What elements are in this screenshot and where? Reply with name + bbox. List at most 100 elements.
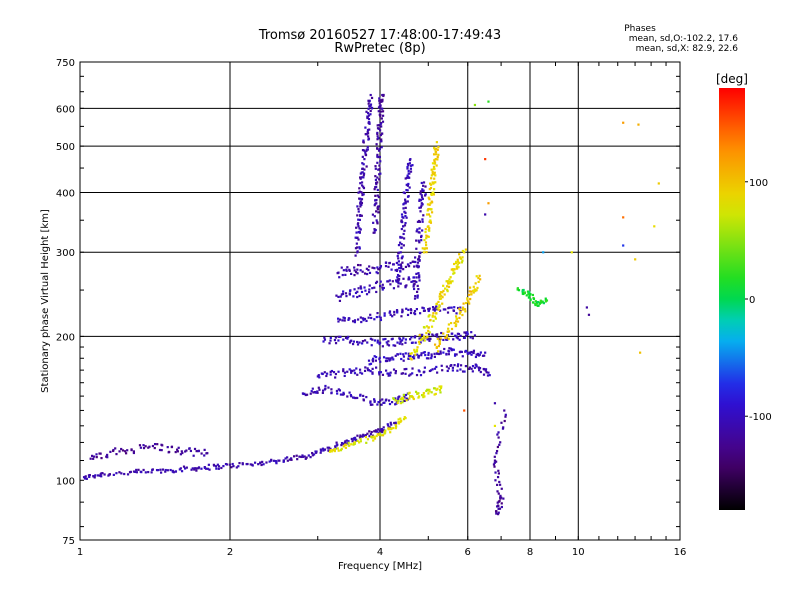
data-point bbox=[362, 319, 365, 322]
data-point bbox=[374, 167, 377, 170]
data-point bbox=[424, 247, 427, 250]
data-point bbox=[360, 191, 364, 194]
data-point bbox=[257, 463, 260, 466]
data-point bbox=[352, 295, 355, 298]
data-point bbox=[359, 182, 362, 185]
data-point bbox=[337, 449, 340, 452]
data-point bbox=[500, 496, 503, 499]
data-point bbox=[95, 456, 98, 459]
data-point bbox=[364, 126, 367, 129]
data-point bbox=[405, 216, 408, 219]
data-point bbox=[366, 116, 369, 120]
data-point bbox=[348, 368, 351, 371]
data-point bbox=[161, 444, 164, 447]
data-point bbox=[356, 268, 359, 271]
data-point bbox=[394, 354, 397, 357]
data-point bbox=[404, 177, 407, 180]
data-point bbox=[321, 447, 325, 450]
data-point bbox=[446, 285, 449, 288]
data-point bbox=[375, 202, 378, 205]
data-point bbox=[379, 429, 382, 432]
data-point bbox=[350, 395, 353, 398]
data-point bbox=[212, 463, 215, 466]
data-point bbox=[425, 389, 428, 393]
data-point bbox=[450, 268, 453, 271]
data-point bbox=[228, 463, 232, 466]
data-point bbox=[376, 188, 379, 192]
data-point bbox=[427, 326, 430, 329]
data-point bbox=[404, 393, 408, 397]
data-point bbox=[429, 202, 432, 205]
data-point bbox=[428, 388, 431, 391]
data-point bbox=[387, 265, 390, 268]
data-point bbox=[208, 468, 211, 471]
data-point bbox=[476, 286, 479, 290]
data-point bbox=[426, 213, 429, 216]
data-point bbox=[434, 181, 437, 184]
data-point bbox=[433, 343, 437, 346]
data-point bbox=[392, 426, 395, 430]
data-point bbox=[387, 372, 390, 375]
data-point bbox=[393, 310, 396, 314]
data-point bbox=[454, 353, 457, 356]
data-point bbox=[401, 221, 404, 224]
data-point bbox=[415, 230, 418, 233]
data-point bbox=[135, 471, 138, 474]
data-point bbox=[142, 444, 145, 447]
data-point bbox=[428, 227, 431, 230]
data-point bbox=[325, 374, 328, 378]
data-point bbox=[381, 286, 384, 289]
data-point bbox=[362, 317, 365, 320]
data-point bbox=[382, 401, 385, 404]
data-point bbox=[275, 461, 278, 464]
data-point bbox=[470, 367, 473, 370]
data-point bbox=[367, 137, 371, 140]
data-point bbox=[321, 391, 324, 395]
data-point bbox=[337, 295, 340, 299]
data-point bbox=[343, 371, 347, 374]
data-point bbox=[89, 457, 92, 460]
y-tick-label: 200 bbox=[56, 332, 75, 343]
data-point bbox=[401, 311, 404, 314]
data-point bbox=[358, 246, 361, 249]
data-point bbox=[449, 282, 452, 285]
data-point bbox=[379, 267, 382, 270]
data-point bbox=[92, 455, 96, 458]
data-point bbox=[380, 125, 383, 128]
data-point bbox=[402, 225, 405, 228]
data-point bbox=[526, 290, 530, 293]
data-point bbox=[499, 483, 502, 486]
data-point bbox=[426, 209, 429, 212]
data-point bbox=[335, 389, 339, 393]
data-point bbox=[470, 290, 473, 293]
data-point bbox=[424, 244, 428, 247]
data-point bbox=[238, 462, 241, 465]
data-point bbox=[412, 357, 416, 360]
data-point bbox=[420, 204, 423, 207]
data-point bbox=[455, 265, 458, 268]
data-point bbox=[463, 251, 466, 254]
data-point bbox=[430, 325, 434, 328]
data-point bbox=[400, 243, 403, 246]
data-point bbox=[404, 265, 408, 269]
data-point bbox=[458, 253, 461, 256]
data-point bbox=[448, 278, 451, 281]
data-point bbox=[343, 319, 346, 322]
data-point bbox=[371, 338, 374, 341]
data-point bbox=[463, 336, 466, 340]
data-point bbox=[377, 401, 380, 404]
data-point bbox=[381, 283, 384, 286]
data-point bbox=[400, 419, 403, 422]
data-point bbox=[352, 443, 355, 446]
data-point bbox=[475, 289, 478, 292]
stats-line-x: mean, sd,X: 82.9, 22.6 bbox=[635, 44, 738, 54]
data-point bbox=[193, 467, 197, 470]
data-point bbox=[428, 182, 432, 185]
data-point bbox=[348, 341, 352, 344]
data-point bbox=[413, 297, 417, 300]
data-point bbox=[230, 466, 233, 469]
data-point bbox=[421, 220, 424, 223]
data-point bbox=[459, 306, 462, 309]
data-point bbox=[403, 191, 407, 195]
data-point bbox=[484, 368, 488, 371]
